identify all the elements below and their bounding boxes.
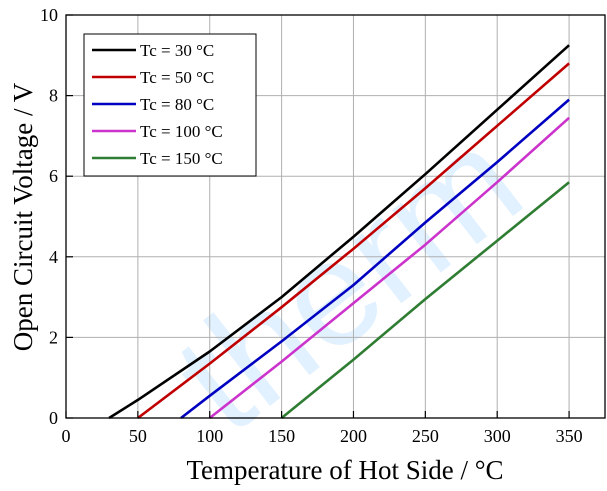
- legend-label-5: Tc = 150 °C: [140, 149, 223, 168]
- x-tick-label: 300: [484, 426, 511, 446]
- y-tick-labels: 0 2 4 6 8 10: [40, 5, 58, 428]
- x-tick-label: 250: [412, 426, 439, 446]
- plot-frame: [65, 14, 606, 419]
- y-tick-label: 4: [49, 247, 58, 267]
- series-line-1: [108, 44, 570, 420]
- legend-label-1: Tc = 30 °C: [140, 41, 214, 60]
- y-tick-label: 0: [49, 408, 58, 428]
- legend: Tc = 30 °C Tc = 50 °C Tc = 80 °C Tc = 100 °…: [83, 33, 257, 177]
- y-tick-label: 2: [49, 327, 58, 347]
- series-line-3: [180, 98, 570, 420]
- legend-label-3: Tc = 80 °C: [140, 95, 214, 114]
- x-tick-labels: 0 50 100 150 200 250 300 350: [62, 426, 583, 446]
- legend-label-2: Tc = 50 °C: [140, 68, 214, 87]
- x-tick-label: 0: [62, 426, 71, 446]
- x-tick-label: 200: [340, 426, 367, 446]
- series-group: [108, 44, 570, 420]
- x-tick-label: 50: [129, 426, 147, 446]
- x-axis-title: Temperature of Hot Side / °C: [186, 455, 503, 485]
- x-tick-label: 350: [556, 426, 583, 446]
- y-axis-title: Open Circuit Voltage / V: [8, 82, 38, 351]
- legend-label-4: Tc = 100 °C: [140, 122, 223, 141]
- y-tick-label: 6: [49, 166, 58, 186]
- tick-marks: [65, 14, 570, 419]
- grid: [66, 15, 605, 418]
- series-line-4: [208, 116, 570, 420]
- x-tick-label: 100: [196, 426, 223, 446]
- x-tick-label: 150: [268, 426, 295, 446]
- series-line-2: [137, 62, 570, 420]
- y-tick-label: 8: [49, 86, 58, 106]
- series-line-5: [280, 181, 570, 420]
- y-tick-label: 10: [40, 5, 58, 25]
